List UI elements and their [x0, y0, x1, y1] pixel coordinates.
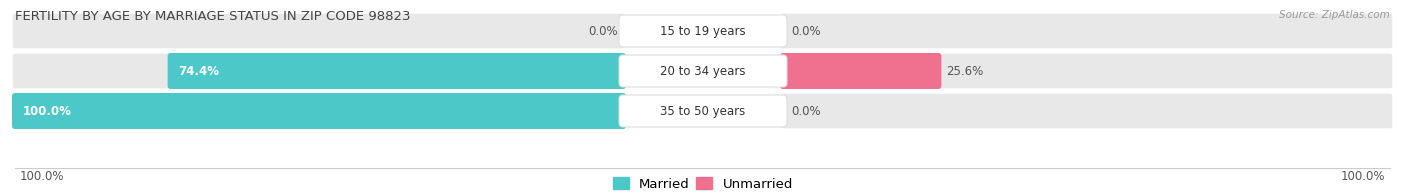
- Text: 15 to 19 years: 15 to 19 years: [661, 24, 745, 37]
- Text: 0.0%: 0.0%: [792, 24, 821, 37]
- Text: 74.4%: 74.4%: [179, 64, 219, 77]
- Text: 35 to 50 years: 35 to 50 years: [661, 104, 745, 117]
- Text: 25.6%: 25.6%: [946, 64, 984, 77]
- FancyBboxPatch shape: [780, 13, 1393, 49]
- Text: 20 to 34 years: 20 to 34 years: [661, 64, 745, 77]
- FancyBboxPatch shape: [780, 53, 1393, 89]
- Text: 100.0%: 100.0%: [22, 104, 72, 117]
- Text: 0.0%: 0.0%: [792, 104, 821, 117]
- Legend: Married, Unmarried: Married, Unmarried: [607, 172, 799, 196]
- FancyBboxPatch shape: [619, 15, 787, 47]
- FancyBboxPatch shape: [13, 53, 626, 89]
- Text: FERTILITY BY AGE BY MARRIAGE STATUS IN ZIP CODE 98823: FERTILITY BY AGE BY MARRIAGE STATUS IN Z…: [15, 10, 411, 23]
- FancyBboxPatch shape: [619, 55, 787, 87]
- FancyBboxPatch shape: [780, 53, 942, 89]
- Text: Source: ZipAtlas.com: Source: ZipAtlas.com: [1279, 10, 1391, 20]
- Text: 100.0%: 100.0%: [20, 170, 65, 182]
- Text: 0.0%: 0.0%: [588, 24, 619, 37]
- FancyBboxPatch shape: [619, 95, 787, 127]
- FancyBboxPatch shape: [13, 93, 626, 129]
- Text: 100.0%: 100.0%: [1340, 170, 1385, 182]
- FancyBboxPatch shape: [13, 93, 626, 129]
- FancyBboxPatch shape: [780, 93, 1393, 129]
- FancyBboxPatch shape: [13, 13, 626, 49]
- FancyBboxPatch shape: [167, 53, 626, 89]
